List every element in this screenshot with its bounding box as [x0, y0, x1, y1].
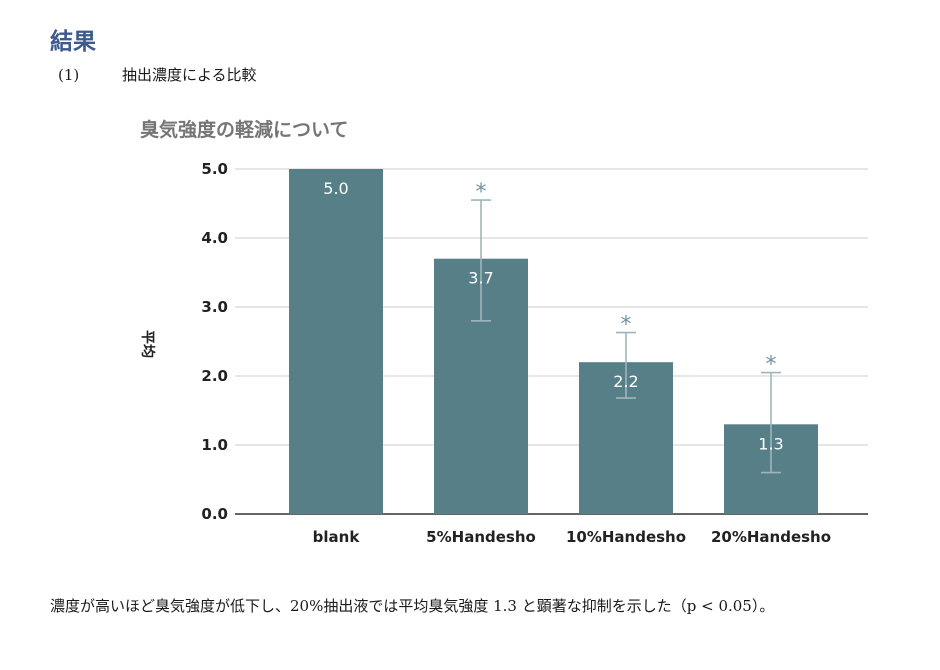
- y-tick-label: 5.0: [201, 160, 228, 178]
- significance-asterisk: *: [476, 180, 487, 205]
- chart-title: 臭気強度の軽減について: [140, 118, 348, 141]
- bar-0: [289, 169, 383, 514]
- axis-ticks: 0.0 1.0 2.0 3.0 4.0 5.0 blank 5%Handesho 10%Hand…: [201, 160, 831, 546]
- y-tick-label: 1.0: [201, 436, 228, 454]
- y-tick-label: 0.0: [201, 505, 228, 523]
- y-axis-label: 平均: [139, 330, 156, 358]
- subsection-title: 抽出濃度による比較: [122, 66, 257, 84]
- conclusion-text: 濃度が高いほど臭気強度が低下し、20%抽出液では平均臭気強度 1.3 と顕著な抑…: [50, 597, 775, 615]
- bar-value-label: 3.7: [468, 269, 493, 288]
- x-tick-label: blank: [313, 528, 361, 546]
- error-bars: [471, 199, 781, 474]
- y-tick-label: 3.0: [201, 298, 228, 316]
- bar-value-label: 5.0: [323, 179, 348, 198]
- bar-value-label: 1.3: [758, 434, 783, 453]
- section-heading: 結果: [50, 29, 96, 55]
- subsection-heading: (1) 抽出濃度による比較: [58, 64, 257, 85]
- bars: [289, 169, 818, 514]
- x-tick-label: 10%Handesho: [566, 528, 686, 546]
- bar-chart: 臭気強度の軽減について 平均 5.0 * 3.7 * 2.2 * 1.3 0.0 1.0 2.0…: [139, 118, 868, 546]
- y-tick-label: 2.0: [201, 367, 228, 385]
- x-tick-label: 20%Handesho: [711, 528, 831, 546]
- x-tick-label: 5%Handesho: [426, 528, 536, 546]
- bar-value-label: 2.2: [613, 372, 638, 391]
- y-tick-label: 4.0: [201, 229, 228, 247]
- significance-asterisk: *: [621, 313, 632, 338]
- data-labels: 5.0 * 3.7 * 2.2 * 1.3: [323, 179, 783, 453]
- subsection-number: (1): [58, 66, 80, 84]
- significance-asterisk: *: [766, 353, 777, 378]
